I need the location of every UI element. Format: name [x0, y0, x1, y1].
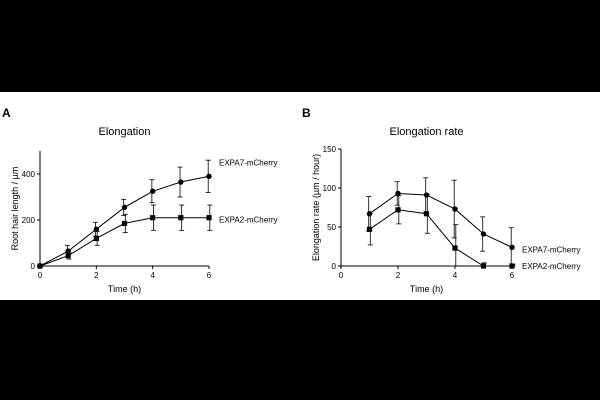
data-point [452, 245, 458, 251]
y-axis-label: Elongation rate (µm / hour) [311, 154, 321, 261]
data-point [178, 215, 184, 221]
data-point [480, 231, 487, 237]
y-tick-label: 400 [22, 170, 36, 179]
data-point [37, 263, 43, 269]
panel-label: B [302, 106, 311, 120]
x-axis-label: Time (h) [410, 284, 443, 294]
data-point [206, 215, 212, 221]
panel-a: A Elongation 0 2 4 6 0 200 400 Time (h) Root hair … [2, 106, 278, 294]
figure-panel: A Elongation 0 2 4 6 0 200 400 Time (h) Root hair … [0, 92, 600, 300]
y-tick-label: 100 [323, 184, 337, 193]
data-point [423, 192, 430, 198]
panel-b: B Elongation rate 0 2 4 6 0 50 100 150 Time (h) Elo… [302, 106, 581, 294]
data-point [65, 248, 71, 254]
y-tick-label: 150 [323, 145, 337, 154]
data-point [93, 226, 100, 232]
data-point [121, 204, 128, 211]
x-tick-label: 2 [94, 271, 99, 280]
series-line [369, 192, 513, 248]
data-point [178, 179, 184, 185]
data-point [65, 253, 71, 259]
data-point [395, 190, 401, 197]
series-label: EXPA2-mCherry [522, 262, 581, 271]
chart-title: Elongation rate [390, 126, 464, 138]
data-point [93, 235, 99, 241]
x-tick-label: 0 [339, 271, 344, 280]
data-point [150, 215, 156, 221]
x-tick-label: 4 [150, 271, 155, 280]
x-tick-label: 0 [38, 271, 43, 280]
series-label: EXPA7-mCherry [522, 245, 581, 254]
y-tick-label: 200 [22, 216, 36, 225]
x-tick-label: 2 [396, 271, 401, 280]
x-tick-label: 6 [207, 271, 212, 280]
data-point [149, 188, 156, 194]
data-point [366, 226, 373, 232]
x-axis-label: Time (h) [108, 284, 141, 294]
data-point [395, 207, 401, 213]
data-point [480, 263, 487, 269]
data-point [509, 263, 515, 269]
series-label: EXPA2-mCherry [219, 216, 278, 225]
data-point [206, 173, 212, 179]
series-line [369, 209, 512, 267]
data-point [509, 244, 515, 250]
series-label: EXPA7-mCherry [219, 158, 278, 167]
y-tick-label: 0 [31, 262, 36, 271]
data-point [452, 206, 458, 212]
y-tick-label: 0 [332, 262, 337, 271]
chart-title: Elongation [99, 126, 151, 138]
x-tick-label: 6 [510, 271, 515, 280]
data-point [121, 220, 128, 227]
panel-label: A [2, 106, 11, 120]
y-tick-label: 50 [327, 223, 336, 232]
data-point [423, 211, 430, 217]
y-axis-label: Root hair length / µm [10, 167, 20, 251]
x-tick-label: 4 [453, 271, 458, 280]
